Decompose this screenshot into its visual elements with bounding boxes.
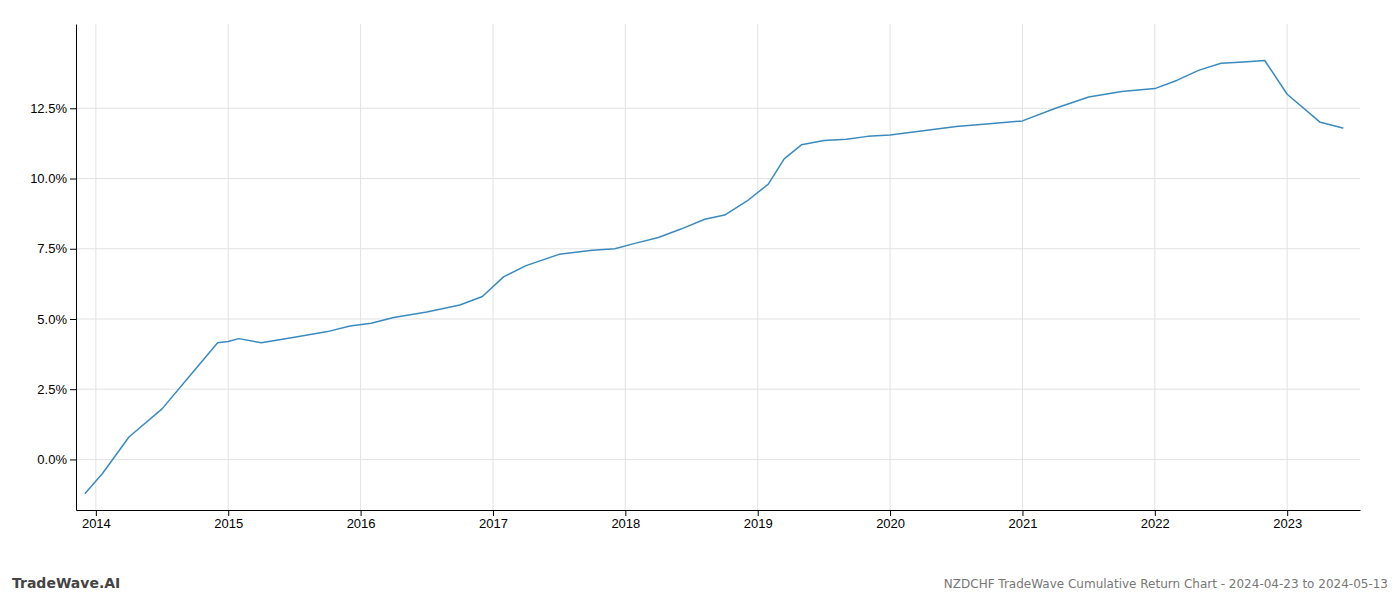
grid-line-y	[76, 108, 1360, 109]
y-axis-tick: 12.5%	[30, 101, 76, 116]
grid-line-x	[625, 24, 626, 510]
y-axis-tick-label: 5.0%	[37, 312, 67, 327]
grid-line-x	[95, 24, 96, 510]
grid-line-x	[1287, 24, 1288, 510]
x-axis-tick: 2020	[876, 510, 905, 531]
x-axis-tick-mark	[890, 510, 891, 516]
grid-line-x	[757, 24, 758, 510]
x-axis-tick-mark	[228, 510, 229, 516]
y-axis-tick-mark	[70, 389, 76, 390]
chart: 2014 2015 2016 2017 2018 2019 2020 2021 2022 2023…	[0, 0, 1400, 600]
grid-line-y	[76, 318, 1360, 319]
y-axis-tick-label: 12.5%	[30, 101, 67, 116]
grid-line-x	[1022, 24, 1023, 510]
x-axis-tick: 2018	[611, 510, 640, 531]
x-axis-tick: 2021	[1008, 510, 1037, 531]
y-axis-tick-mark	[70, 108, 76, 109]
x-axis-tick: 2014	[82, 510, 111, 531]
grid-line-x	[890, 24, 891, 510]
x-axis-tick-label: 2016	[347, 516, 376, 531]
y-axis-tick: 2.5%	[37, 382, 76, 397]
x-axis-tick-mark	[1287, 510, 1288, 516]
grid-line-y	[76, 178, 1360, 179]
x-axis-tick-label: 2019	[744, 516, 773, 531]
x-axis-tick: 2017	[479, 510, 508, 531]
y-axis-tick-mark	[70, 179, 76, 180]
x-axis-tick: 2019	[744, 510, 773, 531]
x-axis-tick-label: 2022	[1141, 516, 1170, 531]
x-axis-tick-label: 2023	[1273, 516, 1302, 531]
grid-line-x	[360, 24, 361, 510]
grid-line-x	[1154, 24, 1155, 510]
y-axis-tick: 5.0%	[37, 312, 76, 327]
grid-line-x	[492, 24, 493, 510]
y-axis-tick-mark	[70, 249, 76, 250]
x-axis: 2014 2015 2016 2017 2018 2019 2020 2021 2022 2023	[77, 510, 1361, 531]
x-axis-tick: 2022	[1141, 510, 1170, 531]
grid-line-y	[76, 248, 1360, 249]
x-axis-tick: 2015	[214, 510, 243, 531]
x-axis-tick-mark	[1022, 510, 1023, 516]
y-axis-tick: 7.5%	[37, 241, 76, 256]
y-axis-tick-label: 7.5%	[37, 241, 67, 256]
y-axis-tick: 0.0%	[37, 452, 76, 467]
y-axis-tick-label: 2.5%	[37, 382, 67, 397]
x-axis-tick-label: 2017	[479, 516, 508, 531]
x-axis-tick-mark	[96, 510, 97, 516]
y-axis-tick-label: 10.0%	[30, 171, 67, 186]
x-axis-tick-mark	[758, 510, 759, 516]
x-axis-tick-label: 2021	[1008, 516, 1037, 531]
line	[85, 61, 1343, 494]
grid-line-x	[228, 24, 229, 510]
grid	[76, 24, 1360, 510]
x-axis-tick-mark	[1155, 510, 1156, 516]
x-axis-tick-label: 2018	[611, 516, 640, 531]
y-axis-tick-mark	[70, 459, 76, 460]
x-axis-tick-label: 2014	[82, 516, 111, 531]
y-axis-line	[76, 25, 77, 511]
x-axis-tick: 2016	[347, 510, 376, 531]
x-axis-tick-mark	[361, 510, 362, 516]
y-axis: 0.0% 2.5% 5.0% 7.5% 10.0% 12.5%	[30, 25, 76, 511]
watermark: TradeWave.AI	[12, 575, 120, 591]
x-axis-line	[77, 510, 1361, 511]
x-axis-tick-label: 2020	[876, 516, 905, 531]
y-axis-tick-mark	[70, 319, 76, 320]
plot-area	[85, 61, 1343, 494]
grid-line-y	[76, 389, 1360, 390]
x-axis-tick-mark	[493, 510, 494, 516]
x-axis-tick-mark	[625, 510, 626, 516]
title: NZDCHF TradeWave Cumulative Return Chart…	[944, 577, 1388, 591]
y-axis-tick: 10.0%	[30, 171, 76, 186]
x-axis-tick: 2023	[1273, 510, 1302, 531]
x-axis-tick-label: 2015	[214, 516, 243, 531]
y-axis-tick-label: 0.0%	[37, 452, 67, 467]
grid-line-y	[76, 459, 1360, 460]
